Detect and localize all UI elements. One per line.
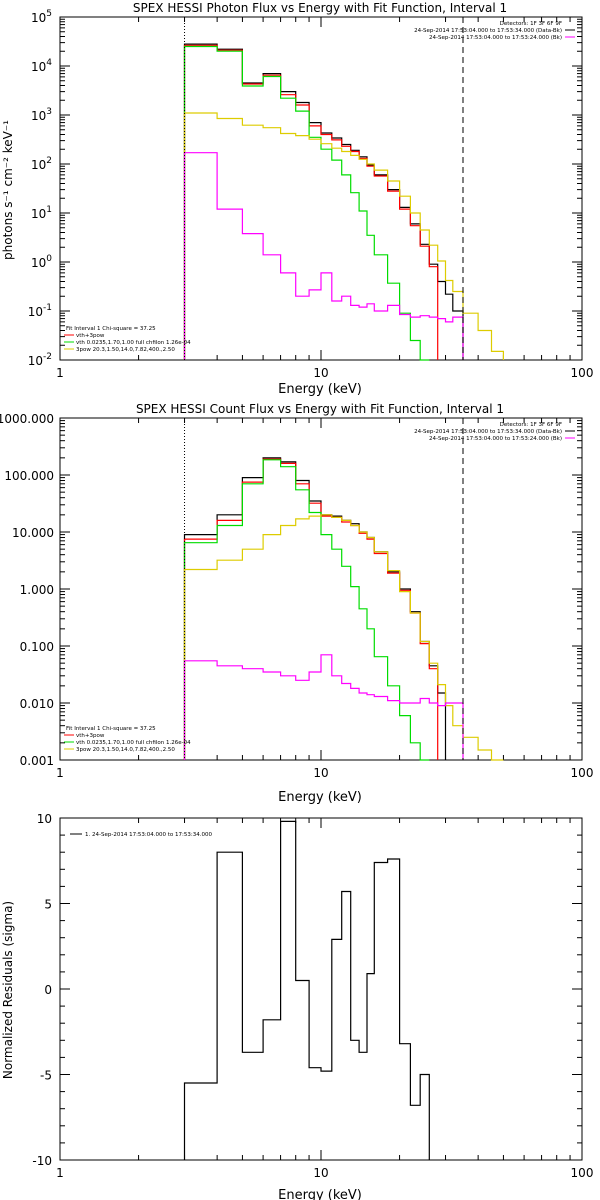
photon-flux-energy-markers (184, 17, 464, 360)
residuals-ylabel: Normalized Residuals (sigma) (1, 901, 15, 1079)
residuals-xlabel: Energy (keV) (278, 1188, 362, 1200)
y-tick-label: 0.100 (20, 640, 54, 654)
y-tick-label: 101 (31, 205, 52, 221)
residuals-plot-frame (59, 817, 583, 1161)
count-flux-energy-markers (184, 418, 464, 760)
legend-top-right-entry: Detectors: 1F 3F 6F 9F (500, 422, 562, 428)
series-line (183, 514, 504, 761)
legend-bottom-left-entry: 3pow 20.3,1.50,14.0,7.82,400.,2.50 (76, 347, 175, 353)
y-tick-label: 5 (44, 898, 52, 912)
count-flux-title: SPEX HESSI Count Flux vs Energy with Fit… (136, 402, 504, 416)
y-tick-label: 100 (31, 254, 52, 270)
y-tick-label: 100.000 (4, 469, 54, 483)
series-line (183, 112, 504, 360)
legend-top-right-entry: 24-Sep-2014 17:53:04.000 to 17:53:24.000… (429, 436, 562, 442)
count-flux-series (183, 457, 504, 761)
x-tick-label: 100 (571, 1166, 594, 1180)
x-tick-label: 10 (313, 366, 328, 380)
photon-flux-panel: SPEX HESSI Photon Flux vs Energy with Fi… (1, 1, 593, 397)
series-line (183, 459, 430, 761)
y-tick-label: 104 (31, 58, 52, 74)
y-tick-label: 10 (37, 812, 52, 826)
photon-flux-xlabel: Energy (keV) (278, 382, 362, 397)
y-tick-label: 1000.000 (0, 412, 54, 426)
y-tick-label: -10 (32, 1154, 52, 1168)
x-tick-label: 1 (56, 1166, 64, 1180)
photon-flux-plot-frame (59, 16, 583, 361)
count-flux-plot-frame (59, 417, 583, 761)
y-tick-label: 0.001 (20, 754, 54, 768)
y-tick-label: 10-1 (28, 303, 52, 319)
y-tick-label: 0 (44, 983, 52, 997)
x-tick-label: 100 (571, 766, 594, 780)
x-tick-label: 1 (56, 766, 64, 780)
x-tick-label: 100 (571, 366, 594, 380)
y-tick-label: 1.000 (20, 583, 54, 597)
legend-bottom-left-entry: vth+3pow (76, 333, 105, 339)
legend-bottom-left-entry: 3pow 20.3,1.50,14.0,7.82,400.,2.50 (76, 747, 175, 753)
series-line (183, 654, 464, 760)
y-tick-label: -5 (40, 1069, 52, 1083)
x-tick-label: 10 (313, 1166, 328, 1180)
y-tick-label: 103 (31, 107, 52, 123)
legend-top-right-entry: Detectors: 1F 3F 6F 9F (500, 21, 562, 27)
residuals-panel: 1 10 100 -10 -5 0 5 10 1. 24-Sep-2014 17:53:04.… (1, 812, 593, 1200)
series-line (183, 45, 430, 361)
legend-bottom-left-entry: vth 0.0235,1.70,1.00 full chfilon 1.26e-… (76, 340, 191, 346)
legend-top-left-entry: 1. 24-Sep-2014 17:53:04.000 to 17:53:34.… (85, 832, 212, 838)
residuals-series (183, 820, 430, 1160)
series-line (183, 43, 464, 360)
count-flux-xlabel: Energy (keV) (278, 790, 362, 805)
legend-bottom-left-entry: vth+3pow (76, 733, 105, 739)
y-tick-label: 102 (31, 156, 52, 172)
legend-bottom-left-entry: Fit Interval 1 Chi-square = 37.25 (66, 726, 156, 732)
legend-top-right-entry: 24-Sep-2014 17:53:04.000 to 17:53:24.000… (429, 35, 562, 41)
count-flux-panel: SPEX HESSI Count Flux vs Energy with Fit… (0, 402, 593, 805)
series-line (183, 152, 464, 360)
residuals-axes: 1 10 100 -10 -5 0 5 10 (32, 812, 593, 1180)
y-tick-label: 10-2 (28, 352, 52, 368)
count-flux-axes: 1 10 100 0.001 0.010 0.100 1.000 10.000 100.000 1… (0, 412, 593, 780)
x-tick-label: 10 (313, 766, 328, 780)
photon-flux-title: SPEX HESSI Photon Flux vs Energy with Fi… (133, 1, 507, 15)
legend-top-right-entry: 24-Sep-2014 17:53:04.000 to 17:53:34.000… (414, 28, 562, 34)
legend-bottom-left-entry: vth 0.0235,1.70,1.00 full chfilon 1.26e-… (76, 740, 191, 746)
y-tick-label: 105 (31, 9, 52, 25)
y-tick-label: 0.010 (20, 697, 54, 711)
x-tick-label: 1 (56, 366, 64, 380)
y-tick-label: 10.000 (12, 526, 54, 540)
photon-flux-axes: 1 10 100 10-2 10-1 100 101 102 103 104 105 (28, 9, 594, 380)
series-line (183, 820, 430, 1160)
legend-top-right-entry: 24-Sep-2014 17:53:04.000 to 17:53:34.000… (414, 429, 562, 435)
photon-flux-ylabel: photons s⁻¹ cm⁻² keV⁻¹ (1, 120, 15, 260)
photon-flux-series (183, 43, 504, 361)
residuals-legend: 1. 24-Sep-2014 17:53:04.000 to 17:53:34.… (70, 832, 212, 838)
legend-bottom-left-entry: Fit Interval 1 Chi-square = 37.25 (66, 326, 156, 332)
